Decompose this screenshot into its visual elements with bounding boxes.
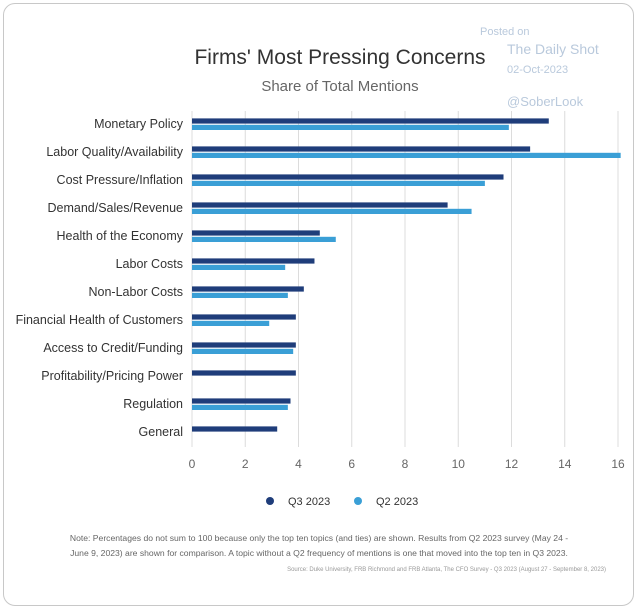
chart-frame [3, 3, 634, 606]
chart-title: Firms' Most Pressing Concerns [194, 46, 485, 69]
bar-q2-2023 [192, 264, 286, 270]
gridlines [191, 111, 619, 447]
bar-q3-2023 [192, 230, 320, 236]
bar-q3-2023 [192, 426, 278, 432]
category-label: Health of the Economy [57, 229, 184, 243]
legend-marker-q3 [266, 497, 274, 505]
bar-q3-2023 [192, 286, 304, 292]
bar-q2-2023 [192, 236, 336, 242]
category-labels: Monetary Policy Labor Quality/Availabilit… [16, 117, 184, 439]
bar-q2-2023 [192, 152, 621, 158]
legend-label-q2: Q2 2023 [376, 496, 418, 508]
category-label: Demand/Sales/Revenue [48, 201, 184, 215]
watermark-date: 02-Oct-2023 [507, 64, 568, 76]
bar-q2-2023 [192, 404, 288, 410]
bar-q2-2023 [192, 348, 294, 354]
category-label: Financial Health of Customers [16, 313, 183, 327]
x-tick-label: 12 [505, 457, 519, 471]
x-tick-label: 0 [189, 457, 196, 471]
bar-q3-2023 [192, 342, 296, 348]
bars [192, 118, 621, 432]
bar-q3-2023 [192, 146, 531, 152]
category-label: Profitability/Pricing Power [41, 369, 183, 383]
source-line: Source: Duke University, FRB Richmond an… [287, 567, 606, 573]
bar-q3-2023 [192, 118, 549, 124]
bar-q3-2023 [192, 258, 315, 264]
category-label: Regulation [123, 397, 183, 411]
bar-q3-2023 [192, 314, 296, 320]
note-line-1: Note: Percentages do not sum to 100 beca… [70, 533, 568, 543]
bar-q3-2023 [192, 398, 291, 404]
bar-q3-2023 [192, 174, 504, 180]
legend-label-q3: Q3 2023 [288, 496, 330, 508]
chart-subtitle: Share of Total Mentions [261, 78, 418, 95]
x-tick-label: 10 [452, 457, 466, 471]
bar-q3-2023 [192, 370, 296, 376]
x-tick-label: 2 [242, 457, 249, 471]
category-label: Labor Costs [116, 257, 183, 271]
category-label: Monetary Policy [94, 117, 184, 131]
bar-q3-2023 [192, 202, 448, 208]
bar-q2-2023 [192, 208, 472, 214]
category-label: Labor Quality/Availability [46, 145, 183, 159]
x-tick-labels: 0 2 4 6 8 10 12 14 16 [189, 457, 625, 471]
bar-q2-2023 [192, 320, 270, 326]
note-line-2: June 9, 2023) are shown for comparison. … [70, 548, 568, 558]
bar-q2-2023 [192, 124, 509, 130]
legend: Q3 2023 Q2 2023 [266, 496, 418, 508]
bar-q2-2023 [192, 180, 485, 186]
category-label: General [139, 425, 183, 439]
x-tick-label: 6 [348, 457, 355, 471]
x-tick-label: 14 [558, 457, 572, 471]
watermark-outlet: The Daily Shot [507, 41, 599, 57]
category-label: Access to Credit/Funding [43, 341, 183, 355]
watermark-handle: @SoberLook [507, 94, 584, 109]
x-tick-label: 4 [295, 457, 302, 471]
category-label: Non-Labor Costs [89, 285, 184, 299]
bar-q2-2023 [192, 292, 288, 298]
watermark-posted-on: Posted on [480, 26, 530, 38]
x-tick-label: 16 [611, 457, 625, 471]
legend-marker-q2 [354, 497, 362, 505]
category-label: Cost Pressure/Inflation [57, 173, 183, 187]
x-tick-label: 8 [402, 457, 409, 471]
